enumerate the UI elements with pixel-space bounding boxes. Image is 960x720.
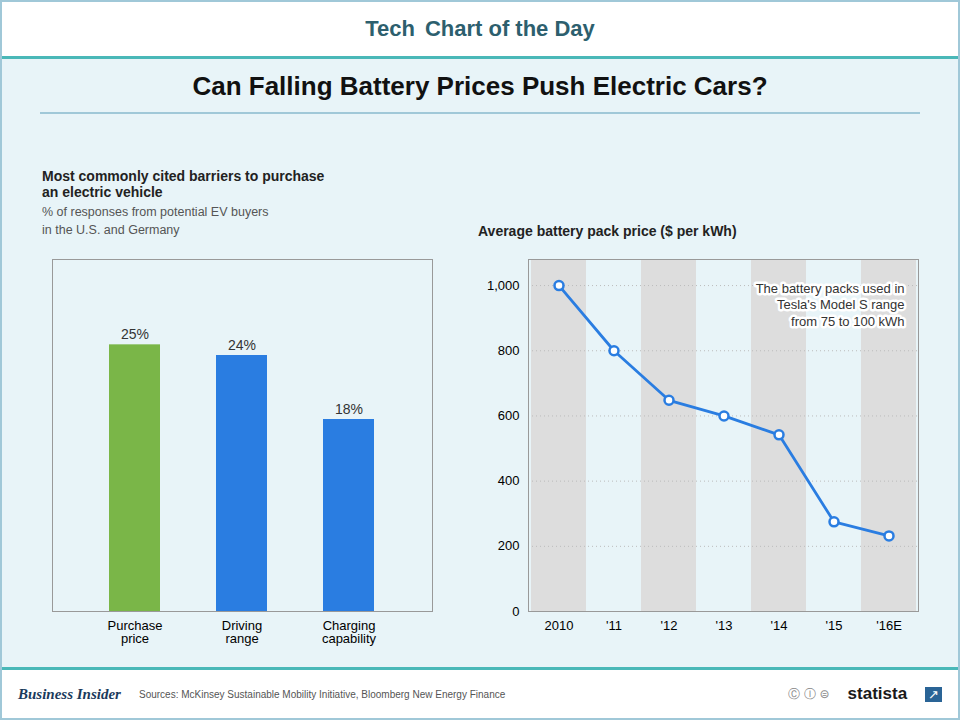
svg-text:Drivingrange: Drivingrange	[222, 618, 262, 646]
html-text:Tech: Tech	[365, 16, 415, 41]
svg-text:200: 200	[498, 538, 520, 553]
html-text:Can Falling Battery Prices Pus: Can Falling Battery Prices Push Electric…	[192, 71, 768, 101]
svg-text:600: 600	[498, 408, 520, 423]
svg-text:'11: '11	[606, 618, 622, 633]
svg-text:800: 800	[498, 343, 520, 358]
svg-text:24%: 24%	[228, 337, 256, 353]
svg-text:'13: '13	[716, 618, 733, 633]
html-text:Chart of the Day: Chart of the Day	[424, 16, 595, 41]
svg-text:The battery packs used inTesla: The battery packs used inTesla's Model S…	[756, 281, 905, 329]
svg-text:Chargingcapability: Chargingcapability	[322, 618, 377, 646]
svg-text:400: 400	[498, 473, 520, 488]
svg-text:2010: 2010	[545, 618, 574, 633]
svg-text:0: 0	[512, 604, 519, 619]
svg-text:'15: '15	[826, 618, 843, 633]
html-text:statista: statista	[847, 684, 908, 703]
html-text:Business Insider: Business Insider	[18, 685, 121, 702]
html-text:Average battery pack price ($: Average battery pack price ($ per kWh)	[478, 223, 737, 239]
svg-text:Purchaseprice: Purchaseprice	[108, 618, 163, 646]
svg-text:'14: '14	[771, 618, 788, 633]
svg-text:1,000: 1,000	[487, 278, 520, 293]
svg-text:'12: '12	[661, 618, 678, 633]
html-text:Most commonly cited barriers t: Most commonly cited barriers to purchase…	[42, 168, 325, 200]
svg-text:18%: 18%	[335, 401, 363, 417]
html-text:Sources: McKinsey Sustainable: Sources: McKinsey Sustainable Mobility I…	[139, 688, 506, 700]
html-text:% of responses from potential: % of responses from potential EV buyers …	[42, 205, 269, 237]
svg-text:25%: 25%	[121, 326, 149, 342]
svg-text:'16E: '16E	[876, 618, 902, 633]
